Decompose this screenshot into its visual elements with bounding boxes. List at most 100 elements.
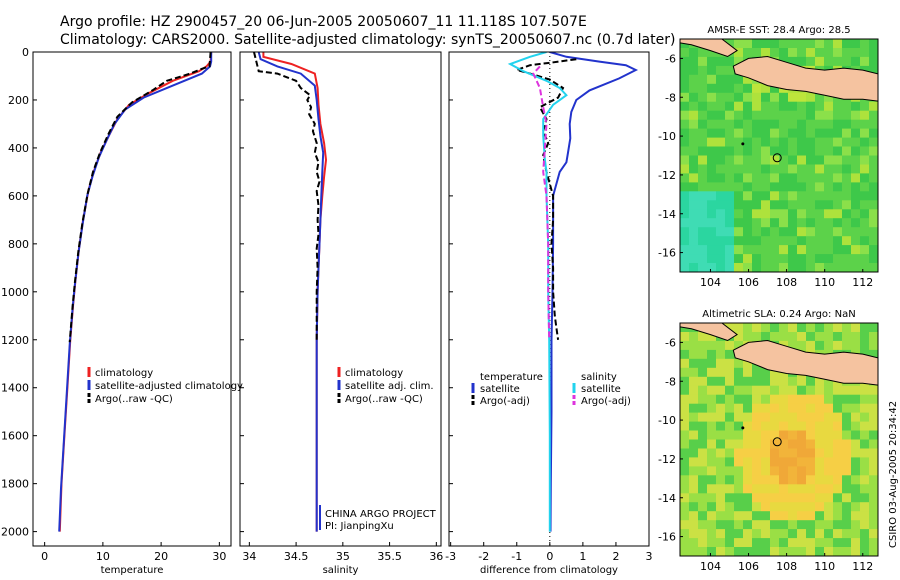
heatmap-cell <box>869 340 878 351</box>
heatmap-cell <box>869 164 878 175</box>
heatmap-cell <box>716 475 726 485</box>
heatmap-cell <box>725 128 735 139</box>
heatmap-cell <box>806 484 816 494</box>
heatmap-cell <box>806 502 816 512</box>
heatmap-cell <box>725 529 735 539</box>
heatmap-cell <box>725 56 735 67</box>
heatmap-cell <box>842 48 852 58</box>
heatmap-cell <box>833 236 843 246</box>
heatmap-cell <box>725 164 735 175</box>
heatmap-cell <box>851 155 861 166</box>
heatmap-cell <box>851 421 861 432</box>
heatmap-cell <box>833 340 843 351</box>
heatmap-cell <box>770 376 780 387</box>
heatmap-cell <box>680 511 690 521</box>
heatmap-cell <box>815 439 825 450</box>
heatmap-cell <box>680 119 690 130</box>
heatmap-cell <box>734 439 744 450</box>
heatmap-cell <box>806 466 816 476</box>
heatmap-cell <box>833 412 843 423</box>
heatmap-cell <box>707 182 717 192</box>
heatmap-cell <box>797 200 807 210</box>
heatmap-cell <box>716 173 726 183</box>
heatmap-cell <box>689 65 699 76</box>
heatmap-cell <box>779 236 789 246</box>
y-tick-label: -8 <box>665 375 676 388</box>
heatmap-cell <box>689 83 699 94</box>
heatmap-cell <box>743 367 753 378</box>
heatmap-cell <box>833 164 843 175</box>
y-tick-label: -14 <box>658 208 676 221</box>
heatmap-cell <box>797 218 807 228</box>
heatmap-cell <box>725 412 735 423</box>
heatmap-cell <box>698 263 708 272</box>
heatmap-cell <box>734 155 744 166</box>
heatmap-cell <box>842 164 852 175</box>
heatmap-cell <box>734 367 744 378</box>
heatmap-cell <box>806 254 816 264</box>
heatmap-cell <box>788 56 798 67</box>
heatmap-cell <box>779 39 789 49</box>
heatmap-cell <box>689 502 699 512</box>
heatmap-cell <box>815 48 825 58</box>
heatmap-cell <box>716 137 726 148</box>
heatmap-cell <box>734 511 744 521</box>
heatmap-cell <box>752 236 762 246</box>
heatmap-cell <box>842 448 852 459</box>
heatmap-cell <box>815 484 825 494</box>
heatmap-cell <box>770 128 780 139</box>
heatmap-cell <box>716 502 726 512</box>
heatmap-cell <box>842 394 852 405</box>
heatmap-cell <box>770 323 780 333</box>
island-christmas <box>741 426 745 430</box>
heatmap-cell <box>779 376 789 387</box>
heatmap-cell <box>815 332 825 342</box>
heatmap-cell <box>833 502 843 512</box>
heatmap-cell <box>689 520 699 530</box>
heatmap-cell <box>860 394 870 405</box>
heatmap-cell <box>761 484 771 494</box>
heatmap-cell <box>779 439 789 450</box>
heatmap-cell <box>680 466 690 476</box>
x-tick-label: 3 <box>646 550 653 563</box>
y-tick-label: -16 <box>658 247 676 260</box>
heatmap-cell <box>752 254 762 264</box>
heatmap-cell <box>770 484 780 494</box>
heatmap-cell <box>797 475 807 485</box>
heatmap-cell <box>869 263 878 272</box>
heatmap-cell <box>824 48 834 58</box>
heatmap-cell <box>779 475 789 485</box>
heatmap-cell <box>689 421 699 432</box>
heatmap-cell <box>833 466 843 476</box>
heatmap-cell <box>806 511 816 521</box>
heatmap-cell <box>743 119 753 130</box>
heatmap-cell <box>761 475 771 485</box>
heatmap-cell <box>707 529 717 539</box>
heatmap-cell <box>824 164 834 175</box>
heatmap-cell <box>806 200 816 210</box>
heatmap-cell <box>797 182 807 192</box>
heatmap-cell <box>833 155 843 166</box>
heatmap-cell <box>779 48 789 58</box>
heatmap-cell <box>806 547 816 556</box>
heatmap-cell <box>680 547 690 556</box>
heatmap-cell <box>725 547 735 556</box>
heatmap-cell <box>779 245 789 255</box>
heatmap-cell <box>788 511 798 521</box>
heatmap-cell <box>797 466 807 476</box>
heatmap-cell <box>716 182 726 192</box>
heatmap-cell <box>734 323 744 333</box>
heatmap-cell <box>797 263 807 272</box>
heatmap-cell <box>698 236 708 246</box>
heatmap-cell <box>680 421 690 432</box>
heatmap-cell <box>770 475 780 485</box>
heatmap-cell <box>869 529 878 539</box>
heatmap-cell <box>806 529 816 539</box>
heatmap-cell <box>869 439 878 450</box>
heatmap-cell <box>869 430 878 441</box>
heatmap-cell <box>761 254 771 264</box>
heatmap-cell <box>815 511 825 521</box>
heatmap-cell <box>833 430 843 441</box>
x-tick-label: 2 <box>612 550 619 563</box>
heatmap-cell <box>689 110 699 121</box>
